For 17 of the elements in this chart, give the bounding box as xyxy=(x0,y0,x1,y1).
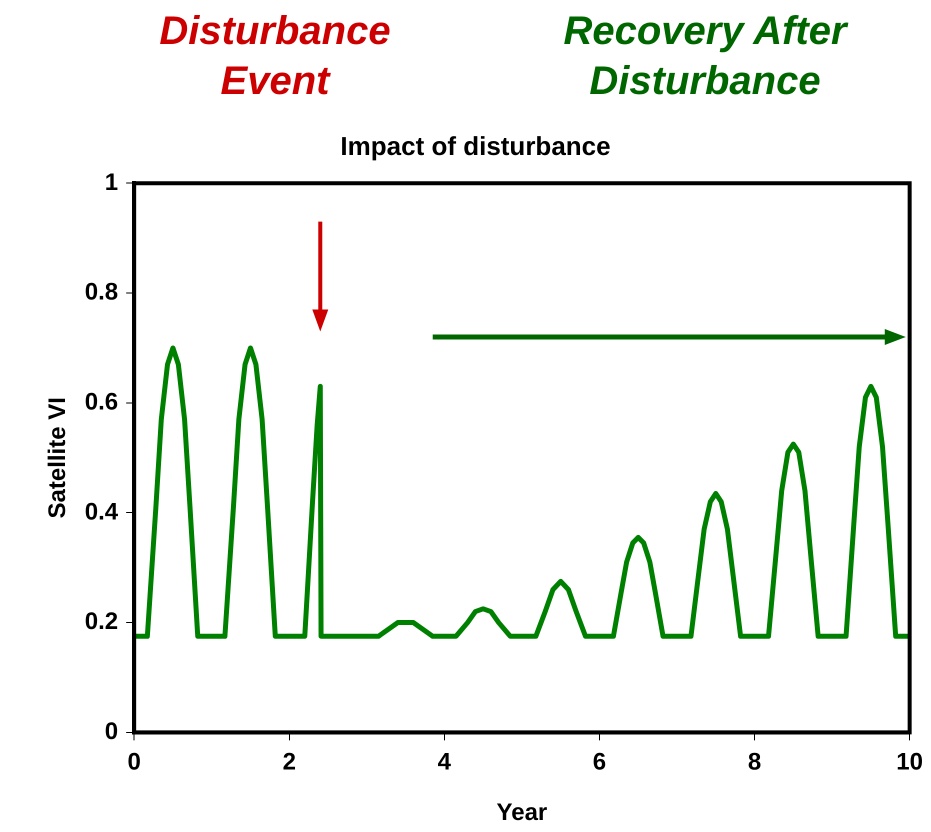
x-tick-label: 10 xyxy=(896,748,924,776)
y-tick-label: 1 xyxy=(104,168,118,196)
x-tick-label: 8 xyxy=(748,748,762,776)
y-tick-label: 0.8 xyxy=(84,278,118,306)
y-axis-title: Satellite VI xyxy=(44,397,72,518)
chart-title: Impact of disturbance xyxy=(340,130,611,161)
y-tick-label: 0.6 xyxy=(84,388,118,416)
x-tick-label: 2 xyxy=(282,748,296,776)
x-tick-label: 0 xyxy=(127,748,141,776)
y-tick-label: 0.4 xyxy=(84,498,119,526)
x-tick-label: 4 xyxy=(438,748,452,776)
y-tick-label: 0.2 xyxy=(84,608,118,636)
text: Recovery After Disturbance xyxy=(562,8,850,105)
x-axis-title: Year xyxy=(496,799,548,826)
y-tick-label: 0 xyxy=(104,718,118,746)
text: Disturbance Event xyxy=(158,8,392,105)
x-tick-label: 6 xyxy=(592,748,606,776)
